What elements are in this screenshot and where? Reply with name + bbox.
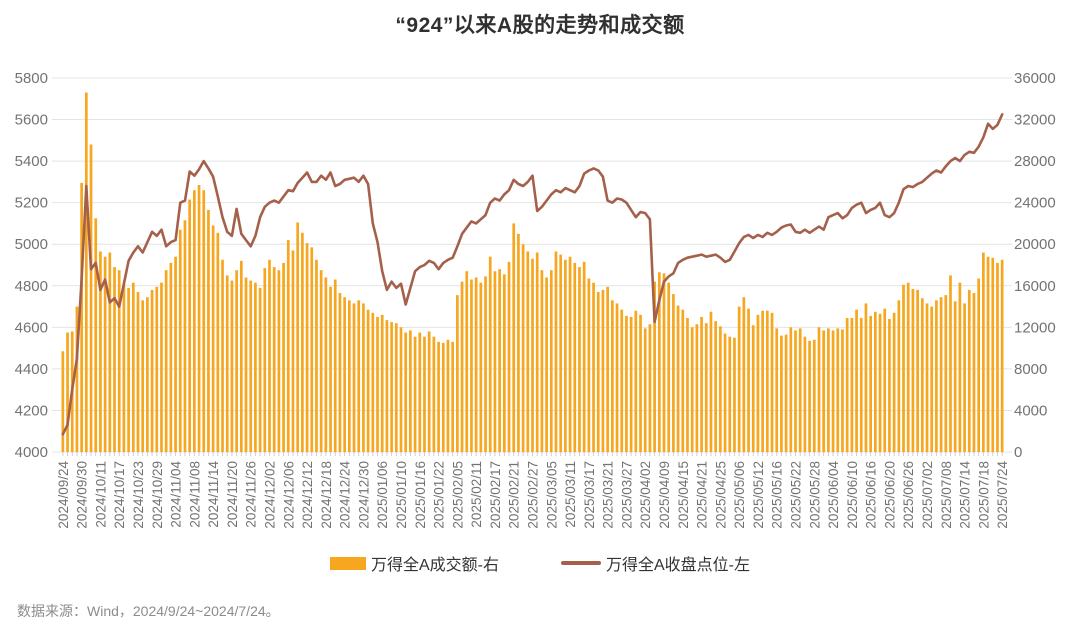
svg-text:2025/07/14: 2025/07/14	[958, 461, 973, 529]
svg-text:2024/09/30: 2024/09/30	[75, 461, 90, 529]
svg-text:2025/05/06: 2025/05/06	[732, 461, 747, 529]
volume-bars	[61, 92, 1004, 453]
svg-text:2025/03/11: 2025/03/11	[563, 461, 578, 528]
svg-text:4000: 4000	[1014, 402, 1047, 419]
svg-text:2025/06/04: 2025/06/04	[826, 461, 841, 529]
svg-text:2025/05/28: 2025/05/28	[807, 461, 822, 529]
svg-text:4200: 4200	[15, 402, 48, 419]
svg-text:2025/05/22: 2025/05/22	[789, 461, 804, 529]
svg-text:8000: 8000	[1014, 361, 1047, 378]
svg-text:2025/02/17: 2025/02/17	[488, 461, 503, 529]
svg-text:2025/02/05: 2025/02/05	[450, 461, 465, 529]
svg-text:2024/09/24: 2024/09/24	[56, 461, 71, 529]
svg-text:4800: 4800	[15, 278, 48, 295]
svg-text:4600: 4600	[15, 319, 48, 336]
svg-text:2025/02/11: 2025/02/11	[469, 461, 484, 528]
x-axis-ticks	[62, 452, 1003, 456]
svg-text:2025/06/20: 2025/06/20	[882, 461, 897, 529]
index-line	[61, 113, 1004, 436]
svg-text:20000: 20000	[1014, 236, 1056, 253]
chart-title: “924”以来A股的走势和成交额	[395, 14, 685, 37]
svg-text:2025/04/09: 2025/04/09	[657, 461, 672, 529]
source-note: 数据来源：Wind，2024/9/24~2024/7/24。	[17, 603, 280, 619]
svg-text:2025/03/27: 2025/03/27	[619, 461, 634, 529]
svg-text:2025/03/17: 2025/03/17	[582, 461, 597, 529]
svg-text:5800: 5800	[15, 70, 48, 87]
svg-text:24000: 24000	[1014, 195, 1056, 212]
svg-text:2024/10/17: 2024/10/17	[112, 461, 127, 529]
svg-text:16000: 16000	[1014, 278, 1056, 295]
legend-swatch-index-line	[561, 561, 601, 565]
svg-text:12000: 12000	[1014, 319, 1056, 336]
svg-text:5600: 5600	[15, 112, 48, 129]
svg-text:4400: 4400	[15, 361, 48, 378]
svg-text:2025/02/27: 2025/02/27	[526, 461, 541, 529]
svg-text:2024/11/08: 2024/11/08	[187, 461, 202, 528]
svg-text:5200: 5200	[15, 195, 48, 212]
svg-text:5000: 5000	[15, 236, 48, 253]
svg-text:2025/04/15: 2025/04/15	[676, 461, 691, 529]
svg-text:2025/04/25: 2025/04/25	[713, 461, 728, 529]
svg-text:2025/07/24: 2025/07/24	[995, 461, 1010, 529]
svg-text:2024/12/30: 2024/12/30	[356, 461, 371, 529]
legend-swatch-volume-bar	[329, 556, 366, 570]
svg-text:28000: 28000	[1014, 153, 1056, 170]
svg-text:2025/04/21: 2025/04/21	[695, 461, 710, 529]
svg-text:2025/07/02: 2025/07/02	[920, 461, 935, 529]
svg-text:2025/03/05: 2025/03/05	[544, 461, 559, 529]
svg-text:2024/12/24: 2024/12/24	[338, 461, 353, 529]
svg-text:2025/07/08: 2025/07/08	[939, 461, 954, 529]
svg-text:2025/06/26: 2025/06/26	[901, 461, 916, 529]
svg-text:2024/11/14: 2024/11/14	[206, 461, 221, 528]
svg-text:2025/06/16: 2025/06/16	[864, 461, 879, 529]
svg-text:2024/12/18: 2024/12/18	[319, 461, 334, 529]
legend-label-index: 万得全A收盘点位-左	[606, 557, 751, 574]
svg-text:2025/03/21: 2025/03/21	[601, 461, 616, 529]
svg-text:2025/01/22: 2025/01/22	[432, 461, 447, 529]
legend-item-volume: 万得全A成交额-右	[329, 551, 499, 575]
right-axis-labels: 0 4000 8000 12000 16000 20000 24000 28000 32000 3…	[1014, 70, 1056, 461]
svg-text:2025/02/21: 2025/02/21	[507, 461, 522, 529]
svg-text:0: 0	[1014, 444, 1022, 461]
svg-text:2024/11/26: 2024/11/26	[244, 461, 259, 528]
svg-text:36000: 36000	[1014, 70, 1056, 87]
svg-text:2024/10/11: 2024/10/11	[93, 461, 108, 528]
x-axis-labels: 2024/09/24 2024/09/30 2024/10/11 2024/10/17…	[56, 461, 1010, 529]
svg-text:2025/07/18: 2025/07/18	[976, 461, 991, 529]
svg-text:2024/12/02: 2024/12/02	[263, 461, 278, 529]
svg-text:2025/01/10: 2025/01/10	[394, 461, 409, 529]
svg-text:2024/11/20: 2024/11/20	[225, 461, 240, 528]
svg-text:2024/12/06: 2024/12/06	[281, 461, 296, 529]
svg-text:2025/06/10: 2025/06/10	[845, 461, 860, 529]
svg-text:2024/12/12: 2024/12/12	[300, 461, 315, 529]
svg-text:2024/11/04: 2024/11/04	[169, 461, 184, 528]
legend-label-volume: 万得全A成交额-右	[370, 557, 499, 574]
svg-text:2025/05/12: 2025/05/12	[751, 461, 766, 529]
svg-text:2025/01/06: 2025/01/06	[375, 461, 390, 529]
svg-text:2025/05/16: 2025/05/16	[770, 461, 785, 529]
legend-item-index: 万得全A收盘点位-左	[561, 551, 750, 575]
svg-text:2024/10/29: 2024/10/29	[150, 461, 165, 529]
svg-text:2025/04/02: 2025/04/02	[638, 461, 653, 529]
svg-text:32000: 32000	[1014, 112, 1056, 129]
svg-text:5400: 5400	[15, 153, 48, 170]
svg-text:2024/10/23: 2024/10/23	[131, 461, 146, 529]
left-axis-labels: 4000 4200 4400 4600 4800 5000 5200 5400 5600 5800	[15, 70, 48, 461]
svg-text:2025/01/16: 2025/01/16	[413, 461, 428, 529]
chart-legend: 万得全A成交额-右 万得全A收盘点位-左	[0, 551, 1080, 575]
svg-text:4000: 4000	[15, 444, 48, 461]
